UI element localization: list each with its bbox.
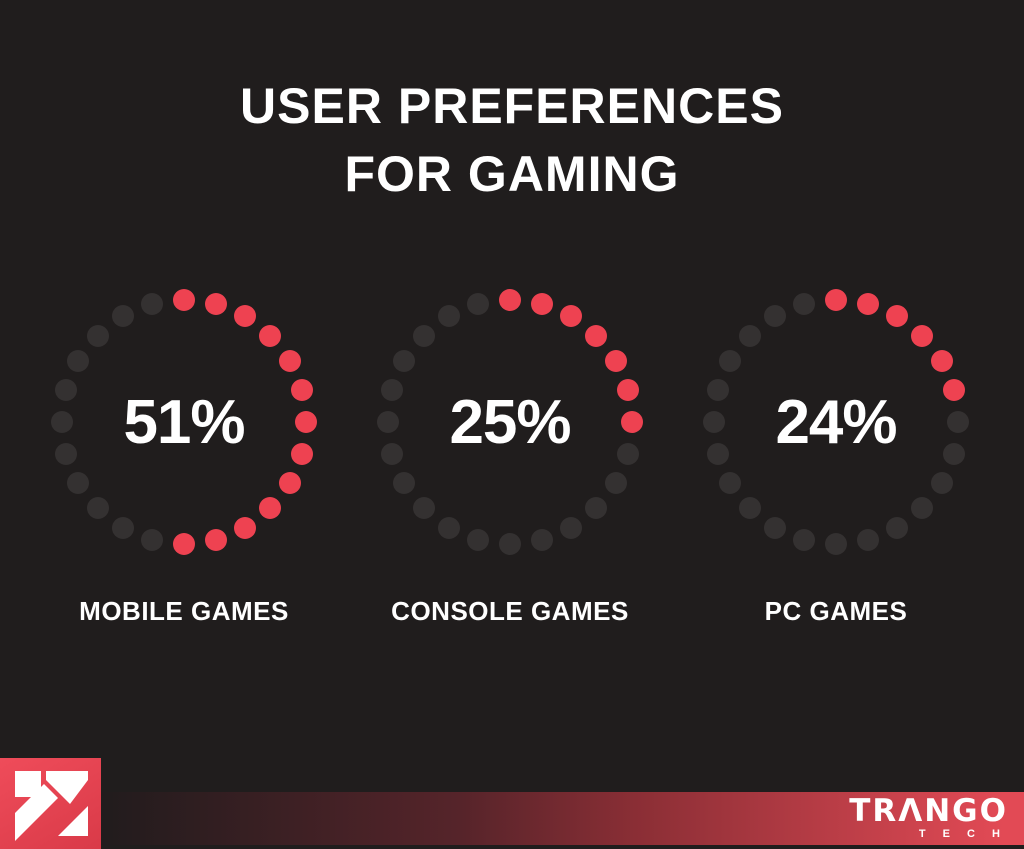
ring-dot-inactive <box>738 497 761 520</box>
ring-dot-inactive <box>438 305 460 328</box>
ring-dot-active <box>930 350 953 372</box>
ring-dot-inactive <box>793 528 816 551</box>
arrow-up-right-icon <box>15 771 88 841</box>
ring-dot-inactive <box>377 411 399 433</box>
ring-dot-inactive <box>930 472 953 494</box>
ring-dot-inactive <box>604 472 627 494</box>
ring-dot-inactive <box>55 442 78 465</box>
ring-dot-inactive <box>825 533 847 555</box>
percent-value-pc: 24% <box>775 387 897 457</box>
category-label-mobile: MOBILE GAMES <box>79 596 289 626</box>
footer-gradient-bar <box>0 792 1024 845</box>
ring-dot-inactive <box>112 516 134 539</box>
ring-dot-active <box>173 533 195 555</box>
ring-dot-inactive <box>55 379 78 402</box>
category-label-pc: PC GAMES <box>764 596 908 626</box>
ring-dot-inactive <box>412 497 435 520</box>
ring-dot-inactive <box>381 379 404 402</box>
ring-dot-inactive <box>86 497 109 520</box>
ring-dot-active <box>234 305 256 328</box>
ring-dot-active <box>290 442 313 465</box>
ring-dot-inactive <box>738 324 761 347</box>
ring-dot-inactive <box>393 472 416 494</box>
ring-dot-inactive <box>141 528 164 551</box>
ring-dot-inactive <box>585 497 608 520</box>
ring-dot-inactive <box>141 293 164 316</box>
ring-dot-active <box>942 379 965 402</box>
ring-dot-inactive <box>412 324 435 347</box>
ring-dot-active <box>259 497 282 520</box>
ring-dot-inactive <box>616 442 639 465</box>
ring-dot-active <box>616 379 639 402</box>
ring-dot-inactive <box>707 442 730 465</box>
title-line-2: FOR GAMING <box>344 146 680 202</box>
ring-dot-inactive <box>793 293 816 316</box>
ring-dot-inactive <box>560 516 582 539</box>
dot-ring-pc <box>703 289 969 555</box>
ring-dot-inactive <box>942 442 965 465</box>
ring-dot-inactive <box>719 350 742 372</box>
ring-dot-inactive <box>947 411 969 433</box>
ring-dot-inactive <box>530 528 553 551</box>
brand-lockup: TRΛNGO T E C H <box>849 795 1008 840</box>
chart-mobile-games: 51% MOBILE GAMES <box>44 289 324 652</box>
dot-ring-mobile <box>51 289 317 555</box>
ring-dot-active <box>295 411 317 433</box>
trango-logo-tile <box>0 758 101 849</box>
category-label-console: CONSOLE GAMES <box>391 596 629 626</box>
brand-name: TRΛNGO <box>849 793 1008 829</box>
ring-dot-active <box>278 472 301 494</box>
ring-dot-active <box>886 305 908 328</box>
ring-dot-inactive <box>112 305 134 328</box>
ring-dot-inactive <box>764 305 786 328</box>
ring-dot-inactive <box>886 516 908 539</box>
ring-dot-inactive <box>764 516 786 539</box>
ring-dot-inactive <box>67 472 90 494</box>
ring-dot-active <box>499 289 521 311</box>
page-title: USER PREFERENCES FOR GAMING <box>0 72 1024 208</box>
ring-dot-inactive <box>438 516 460 539</box>
ring-dot-inactive <box>51 411 73 433</box>
ring-dot-active <box>585 324 608 347</box>
ring-dot-active <box>173 289 195 311</box>
ring-dot-active <box>290 379 313 402</box>
ring-dot-active <box>204 528 227 551</box>
title-line-1: USER PREFERENCES <box>240 78 784 134</box>
ring-dot-active <box>530 293 553 316</box>
ring-dot-active <box>259 324 282 347</box>
brand-subtitle: T E C H <box>918 828 1007 840</box>
chart-console-games: 25% CONSOLE GAMES <box>370 289 650 652</box>
percent-value-mobile: 51% <box>123 387 245 457</box>
ring-dot-inactive <box>467 528 490 551</box>
ring-dot-inactive <box>67 350 90 372</box>
ring-dot-inactive <box>393 350 416 372</box>
ring-dot-active <box>278 350 301 372</box>
ring-dot-active <box>204 293 227 316</box>
ring-dot-inactive <box>381 442 404 465</box>
ring-dot-active <box>560 305 582 328</box>
ring-dot-inactive <box>856 528 879 551</box>
ring-dot-active <box>856 293 879 316</box>
ring-dot-inactive <box>911 497 934 520</box>
ring-dot-inactive <box>86 324 109 347</box>
ring-dot-active <box>234 516 256 539</box>
ring-dot-active <box>911 324 934 347</box>
ring-dot-active <box>825 289 847 311</box>
ring-dot-active <box>621 411 643 433</box>
ring-dot-inactive <box>499 533 521 555</box>
ring-dot-active <box>604 350 627 372</box>
percent-value-console: 25% <box>449 387 571 457</box>
ring-dot-inactive <box>707 379 730 402</box>
chart-pc-games: 24% PC GAMES <box>696 289 976 652</box>
dot-ring-console <box>377 289 643 555</box>
ring-dot-inactive <box>719 472 742 494</box>
ring-dot-inactive <box>703 411 725 433</box>
ring-dot-inactive <box>467 293 490 316</box>
